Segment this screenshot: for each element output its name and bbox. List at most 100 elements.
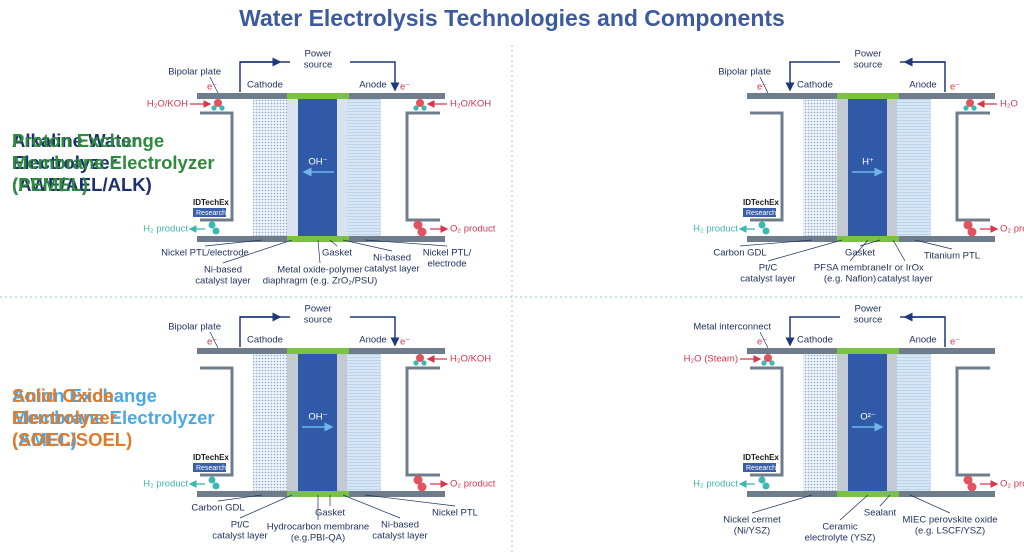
- molecule: [413, 360, 419, 366]
- component-label: Nickel PTL/electrode: [161, 248, 249, 259]
- brand: Research: [746, 210, 776, 217]
- molecule: [416, 99, 424, 107]
- product-label: H₂ product: [143, 479, 188, 490]
- leader: [892, 239, 906, 262]
- molecule: [762, 482, 770, 490]
- gasket: [287, 348, 349, 354]
- electron: e⁻: [400, 82, 410, 93]
- catalyst-layer: [887, 354, 897, 491]
- cathode-layer: [253, 354, 287, 491]
- molecule: [413, 220, 423, 230]
- component-label: diaphragm (e.g. ZrO₂/PSU): [263, 276, 378, 287]
- electron: e⁻: [950, 337, 960, 348]
- feed-label: H₂O/KOH: [147, 99, 188, 110]
- panel-name: Alkaline Water: [12, 130, 139, 151]
- leader: [209, 76, 219, 94]
- molecule: [762, 227, 770, 235]
- panel-name: Solid Oxide: [12, 385, 114, 406]
- molecule: [208, 221, 216, 229]
- electrode-label: Anode: [909, 335, 936, 346]
- catalyst-layer: [337, 99, 347, 236]
- gasket: [287, 93, 349, 99]
- anode-layer: [347, 99, 381, 236]
- gasket: [837, 93, 899, 99]
- leader: [759, 331, 769, 349]
- gasket: [287, 491, 349, 497]
- end-plate: [200, 111, 234, 222]
- panel-name: Anion Exchange: [12, 385, 157, 406]
- component-label: Nickel PTL/: [423, 248, 472, 259]
- feed-label: H₂O/KOH: [450, 99, 491, 110]
- electron: e⁻: [400, 337, 410, 348]
- plate-label: Bipolar plate: [168, 67, 221, 78]
- brand: IDTechEx: [743, 198, 779, 207]
- product-label: H₂ product: [693, 224, 738, 235]
- component-label: Nickel PTL: [432, 508, 478, 519]
- end-plate: [955, 366, 990, 477]
- electrode-label: Cathode: [247, 335, 283, 346]
- component-label: catalyst layer: [740, 274, 795, 285]
- molecule: [214, 99, 222, 107]
- leader: [239, 494, 293, 519]
- component-label: catalyst layer: [364, 264, 419, 275]
- product-label: O₂ product: [1000, 479, 1024, 490]
- panel-name: Electrolyzer: [12, 407, 117, 428]
- component-label: Pt/C: [231, 520, 250, 531]
- power-label: Power: [305, 49, 332, 60]
- feed-label: H₂O/KOH: [450, 354, 491, 365]
- brand-box: [743, 463, 776, 472]
- component-label: (e.g.PBI-QA): [291, 533, 345, 544]
- molecule: [966, 99, 974, 107]
- page-title: Water Electrolysis Technologies and Comp…: [239, 5, 785, 31]
- component-label: PFSA membrane: [814, 263, 886, 274]
- component-label: Carbon GDL: [191, 503, 244, 514]
- molecule: [764, 354, 772, 362]
- molecule: [963, 220, 973, 230]
- anode-layer: [347, 354, 381, 491]
- feed-label: H₂O: [1000, 99, 1018, 110]
- catalyst-layer: [837, 99, 848, 236]
- leader: [342, 239, 393, 252]
- power-label: source: [854, 315, 883, 326]
- electrode-label: Anode: [359, 80, 386, 91]
- product-label: O₂ product: [450, 479, 496, 490]
- brand: IDTechEx: [193, 453, 229, 462]
- component-label: Ceramic: [822, 522, 858, 533]
- end-plate: [405, 366, 440, 477]
- product-label: O₂ product: [450, 224, 496, 235]
- anode-layer: [897, 99, 931, 236]
- panel-name: (AMEL): [12, 429, 77, 450]
- electrode-label: Cathode: [797, 335, 833, 346]
- leader: [364, 239, 448, 247]
- leader: [767, 239, 843, 262]
- leader: [914, 239, 953, 250]
- panel-name: Membrane Electrolyzer: [12, 407, 215, 428]
- brand: IDTechEx: [743, 453, 779, 462]
- leader: [909, 494, 951, 514]
- component-label: (Ni/YSZ): [734, 526, 770, 537]
- leader: [849, 239, 869, 262]
- molecule: [417, 482, 427, 492]
- molecule: [417, 227, 427, 237]
- electron: e⁻: [950, 82, 960, 93]
- component-label: Pt/C: [759, 263, 778, 274]
- electrode-label: Anode: [359, 335, 386, 346]
- component-label: Titanium PTL: [924, 251, 980, 262]
- panel-name: Electrolyzer: [12, 152, 117, 173]
- product-label: O₂ product: [1000, 224, 1024, 235]
- brand: Research: [196, 465, 226, 472]
- molecule: [761, 360, 767, 366]
- leader: [317, 239, 321, 264]
- end-plate: [750, 111, 784, 222]
- molecule: [219, 105, 225, 111]
- leader: [217, 494, 263, 502]
- component-label: Gasket: [322, 248, 352, 259]
- electrode-label: Cathode: [247, 80, 283, 91]
- electron: e⁻: [757, 337, 767, 348]
- leader: [739, 239, 813, 247]
- component-label: catalyst layer: [877, 274, 932, 285]
- end-plate: [750, 366, 784, 477]
- brand-box: [743, 208, 776, 217]
- anode-layer: [897, 354, 931, 491]
- cathode-layer: [803, 354, 837, 491]
